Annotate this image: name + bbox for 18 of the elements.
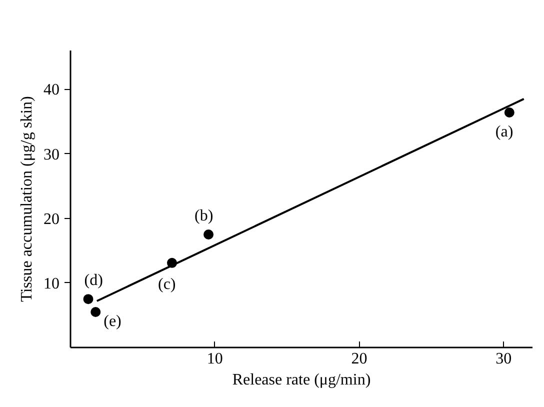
annotation: (c) <box>158 276 176 293</box>
annotation: (b) <box>194 208 214 225</box>
annotation: (d) <box>84 272 103 290</box>
y-tick-label: 40 <box>44 82 60 99</box>
point <box>204 230 214 240</box>
annotation: (e) <box>104 312 122 330</box>
y-tick-label: 10 <box>44 275 60 292</box>
y-axis-title: Tissue accumulation (μg/g skin) <box>18 96 36 302</box>
y-tick-label: 20 <box>44 210 60 228</box>
y-tick-label: 30 <box>44 146 60 164</box>
point <box>90 307 101 317</box>
x-tick-label: 20 <box>351 350 368 368</box>
annotation: (a) <box>495 123 514 140</box>
x-axis-title: Release rate (μg/min) <box>232 372 371 388</box>
point <box>504 107 514 118</box>
x-tick-label: 10 <box>206 350 223 368</box>
x-tick-label: 30 <box>496 350 512 368</box>
point <box>83 294 94 304</box>
